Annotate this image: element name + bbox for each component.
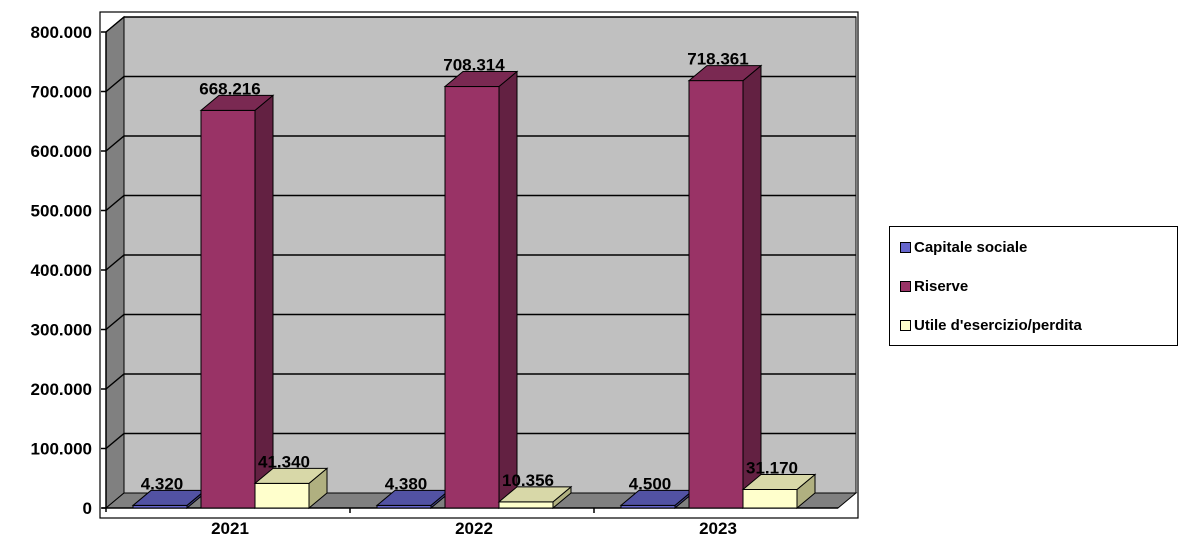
gridline: [105, 373, 856, 390]
y-tick-label: 0: [83, 499, 92, 518]
data-label: 708.314: [443, 56, 505, 75]
bar-top: [687, 65, 763, 82]
data-label: 668.216: [199, 79, 260, 98]
bar-top: [199, 94, 275, 111]
y-tick-label: 700.000: [31, 83, 92, 102]
x-tick-label: 2022: [455, 519, 493, 538]
bar: [200, 109, 256, 509]
bar-top: [443, 71, 519, 88]
y-tick-label: 100.000: [31, 440, 92, 459]
legend-item-capitale-sociale: Capitale sociale: [900, 239, 1027, 256]
bar: [254, 482, 310, 509]
gridline: [105, 16, 856, 33]
legend-label: Capitale sociale: [914, 239, 1028, 256]
legend-swatch-utile: [900, 320, 911, 331]
bar-top: [253, 467, 329, 484]
bar: [498, 501, 554, 509]
data-label: 41.340: [258, 452, 310, 471]
y-tick-label: 500.000: [31, 202, 92, 221]
y-tick-label: 200.000: [31, 380, 92, 399]
bar-top: [497, 486, 573, 503]
gridline: [105, 194, 856, 212]
legend-label: Utile d'esercizio/perdita: [914, 317, 1082, 334]
bar-side: [498, 70, 518, 510]
data-label: 718.361: [687, 50, 748, 69]
gridline: [105, 313, 856, 331]
data-label: 4.380: [385, 474, 428, 493]
bar-side: [254, 94, 274, 510]
legend-label: Riserve: [914, 278, 969, 295]
y-tick-label: 600.000: [31, 142, 92, 161]
bar-side: [742, 64, 762, 510]
y-tick-label: 300.000: [31, 321, 92, 340]
gridline: [105, 75, 856, 93]
legend-item-riserve: Riserve: [900, 278, 968, 295]
y-tick-label: 800.000: [31, 23, 92, 42]
data-label: 4.320: [141, 474, 184, 493]
x-tick-label: 2021: [211, 519, 249, 538]
gridline: [105, 254, 856, 271]
bar: [444, 86, 500, 509]
data-label: 4.500: [629, 474, 672, 493]
data-label: 10.356: [502, 471, 554, 490]
legend-swatch-capitale-sociale: [900, 242, 911, 253]
bar-top: [741, 473, 817, 490]
bar: [688, 80, 744, 509]
legend-item-utile: Utile d'esercizio/perdita: [900, 317, 1082, 334]
legend-swatch-riserve: [900, 281, 911, 292]
gridline: [105, 135, 856, 152]
gridline: [105, 432, 856, 450]
y-tick-label: 400.000: [31, 261, 92, 280]
data-label: 31.170: [746, 458, 798, 477]
x-tick-label: 2023: [699, 519, 737, 538]
bar: [742, 488, 798, 509]
plot-frame: [99, 11, 859, 519]
legend: Capitale sociale Riserve Utile d'eserciz…: [889, 226, 1178, 346]
